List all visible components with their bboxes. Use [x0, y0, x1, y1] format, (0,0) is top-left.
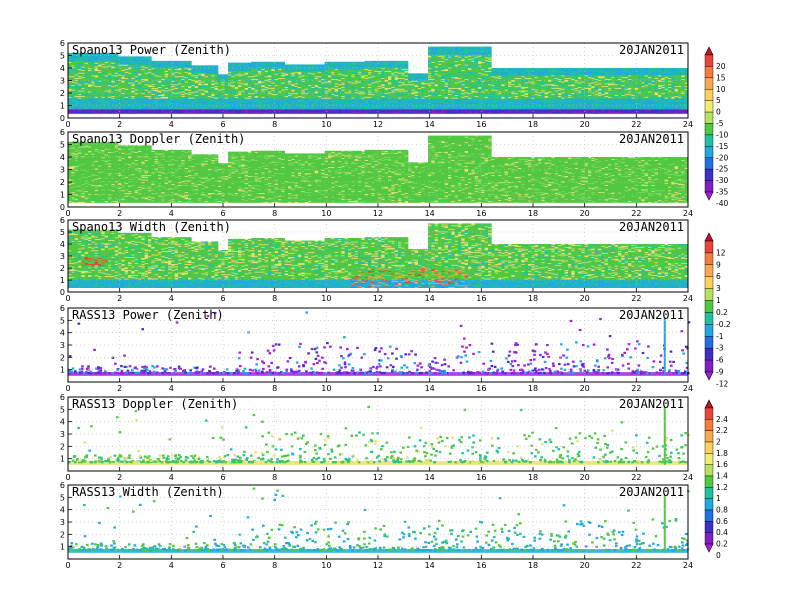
heat-cell: [258, 62, 262, 63]
heat-cell: [218, 74, 222, 75]
heat-cell: [281, 62, 285, 63]
heat-cell: [205, 65, 209, 66]
heat-cell: [201, 65, 205, 66]
heat-cell: [235, 63, 239, 64]
heat-cell: [298, 64, 302, 65]
heat-cell: [188, 61, 192, 62]
heat-cell: [195, 65, 199, 66]
heat-cell: [271, 62, 275, 63]
heat-cell: [191, 65, 195, 66]
heat-cell: [245, 63, 249, 64]
heat-cell: [285, 64, 289, 65]
heat-cell: [248, 63, 252, 64]
heat-cell: [288, 64, 292, 65]
heat-cell: [158, 61, 162, 62]
heat-cell: [208, 65, 212, 66]
heat-cell: [178, 61, 182, 62]
heat-cell: [265, 62, 269, 63]
heat-cell: [268, 62, 272, 63]
heat-cell: [198, 65, 202, 66]
heat-cell: [215, 65, 219, 66]
heat-cell: [255, 62, 259, 63]
heat-cell: [185, 61, 189, 62]
heat-cell: [175, 61, 179, 62]
heat-cell: [168, 61, 172, 62]
heat-cell: [295, 64, 299, 65]
heat-cell: [171, 61, 175, 62]
heat-cell: [155, 61, 159, 62]
heat-cell: [238, 63, 242, 64]
heat-cell: [251, 62, 255, 63]
heat-cell: [228, 63, 232, 64]
heat-cell: [151, 61, 155, 62]
heat-cell: [165, 61, 169, 62]
heat-cell: [261, 62, 265, 63]
heat-cell: [225, 74, 229, 75]
heat-cell: [231, 63, 235, 64]
heat-cell: [291, 64, 295, 65]
heat-cell: [181, 61, 185, 62]
heat-cell: [275, 62, 279, 63]
heat-cell: [211, 65, 215, 66]
heat-cell: [278, 62, 282, 63]
heat-cell: [241, 63, 245, 64]
heat-cell: [161, 61, 165, 62]
